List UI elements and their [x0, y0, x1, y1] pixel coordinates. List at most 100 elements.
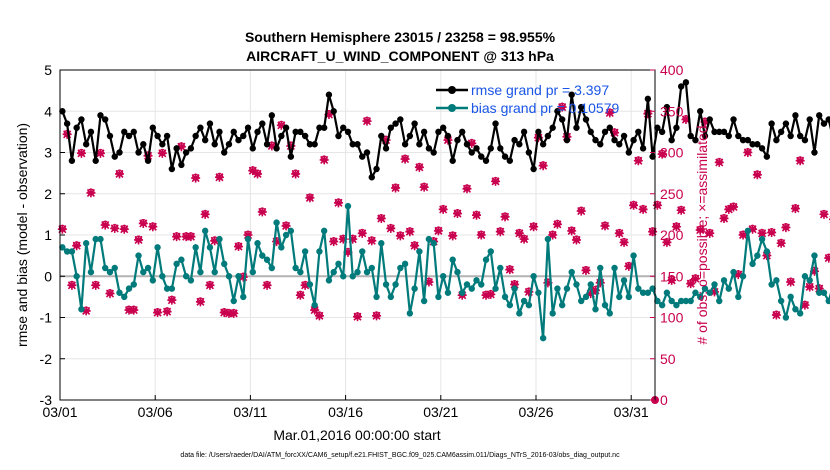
rmse-point: [221, 149, 228, 156]
obs-assimilated-marker: [529, 222, 539, 232]
obs-assimilated-glyph: [557, 102, 567, 112]
bias-point: [516, 310, 523, 317]
rmse-point: [425, 145, 433, 152]
obs-assimilated-glyph: [714, 157, 724, 167]
bias-point: [739, 273, 747, 280]
obs-assimilated-glyph: [462, 184, 472, 194]
bias-point: [401, 260, 409, 268]
rmse-point: [454, 136, 461, 144]
obs-assimilated-marker: [629, 200, 639, 210]
obs-assimilated-marker: [538, 161, 548, 171]
rmse-point: [102, 116, 109, 123]
y-tick-label: 3: [44, 145, 52, 161]
obs-assimilated-marker: [805, 282, 815, 292]
obs-assimilated-glyph: [500, 212, 510, 222]
rmse-point: [535, 128, 542, 136]
bias-point: [730, 268, 737, 276]
obs-assimilated-glyph: [738, 230, 748, 240]
obs-assimilated-glyph: [129, 305, 139, 315]
obs-assimilated-marker: [262, 280, 272, 290]
bias-point: [178, 256, 185, 263]
obs-assimilated-glyph: [357, 228, 367, 238]
bias-point: [221, 260, 228, 268]
obs-assimilated-glyph: [586, 289, 596, 299]
obs-assimilated-marker: [381, 135, 391, 145]
obs-assimilated-marker: [205, 280, 215, 290]
rmse-point: [87, 128, 95, 136]
bias-point: [649, 285, 656, 292]
rmse-point: [68, 157, 76, 164]
obs-assimilated-glyph: [805, 282, 815, 292]
legend-bias-text: bias grand pr = 0.10579: [471, 100, 619, 116]
obs-assimilated-marker: [248, 166, 258, 176]
obs-assimilated-marker: [400, 154, 410, 164]
obs-assimilated-glyph: [195, 297, 205, 307]
obs-assimilated-glyph: [214, 172, 224, 182]
rmse-point: [201, 136, 209, 144]
obs-assimilated-marker: [771, 310, 781, 320]
obs-assimilated-marker: [253, 169, 263, 179]
obs-assimilated-marker: [305, 193, 315, 203]
bias-point: [292, 264, 299, 272]
obs-assimilated-marker: [671, 222, 681, 232]
rmse-point: [439, 124, 447, 131]
bias-point: [630, 252, 637, 259]
rmse-point: [287, 153, 295, 160]
rmse-point: [573, 124, 580, 131]
obs-assimilated-glyph: [438, 204, 448, 214]
obs-assimilated-marker: [414, 162, 424, 172]
obs-assimilated-glyph: [695, 225, 705, 235]
obs-assimilated-marker: [110, 223, 120, 233]
obs-assimilated-marker: [710, 287, 719, 297]
obs-assimilated-glyph: [424, 277, 434, 287]
rmse-point: [568, 91, 575, 98]
bias-point: [478, 281, 485, 288]
rmse-point: [401, 141, 409, 148]
obs-assimilated-glyph: [381, 135, 391, 145]
bias-point: [320, 227, 328, 235]
bias-point: [511, 285, 518, 292]
obs-assimilated-marker: [67, 280, 77, 290]
rmse-point: [711, 128, 718, 136]
obs-assimilated-marker: [72, 241, 82, 251]
bias-point: [720, 277, 728, 284]
obs-assimilated-glyph: [548, 230, 558, 240]
obs-assimilated-marker: [819, 209, 829, 219]
obs-assimilated-marker: [81, 306, 91, 316]
rmse-point: [644, 95, 652, 103]
bias-point: [796, 310, 804, 317]
obs-assimilated-marker: [495, 227, 505, 237]
obs-assimilated-marker: [124, 305, 134, 315]
obs-assimilated-marker: [214, 172, 224, 182]
rmse-point: [206, 120, 214, 127]
obs-assimilated-marker: [752, 170, 762, 180]
obs-assimilated-glyph: [633, 156, 643, 166]
obs-assimilated-glyph: [552, 219, 562, 229]
obs-assimilated-marker: [329, 237, 339, 247]
rmse-point: [663, 103, 671, 111]
obs-assimilated-glyph: [610, 128, 620, 138]
rmse-point: [792, 112, 799, 119]
obs-assimilated-glyph: [229, 308, 239, 318]
rmse-point: [125, 132, 133, 140]
obs-assimilated-marker: [448, 231, 458, 241]
obs-assimilated-glyph: [376, 214, 386, 223]
bias-point: [287, 227, 295, 235]
rmse-point: [230, 128, 237, 136]
rmse-point: [197, 124, 204, 131]
obs-assimilated-marker: [567, 226, 577, 236]
rmse-point: [820, 120, 828, 127]
rmse-point: [211, 141, 218, 148]
rmse-point: [620, 132, 628, 140]
rmse-point: [268, 112, 276, 119]
obs-assimilated-marker: [557, 102, 567, 112]
rmse-point: [435, 128, 442, 136]
obs-assimilated-marker: [686, 279, 696, 289]
bias-point: [692, 289, 699, 296]
bias-point: [259, 252, 266, 259]
obs-assimilated-marker: [391, 183, 401, 193]
obs-assimilated-glyph: [395, 231, 405, 241]
obs-assimilated-glyph: [433, 226, 443, 236]
rmse-point: [749, 141, 756, 148]
obs-assimilated-glyph: [167, 295, 177, 305]
